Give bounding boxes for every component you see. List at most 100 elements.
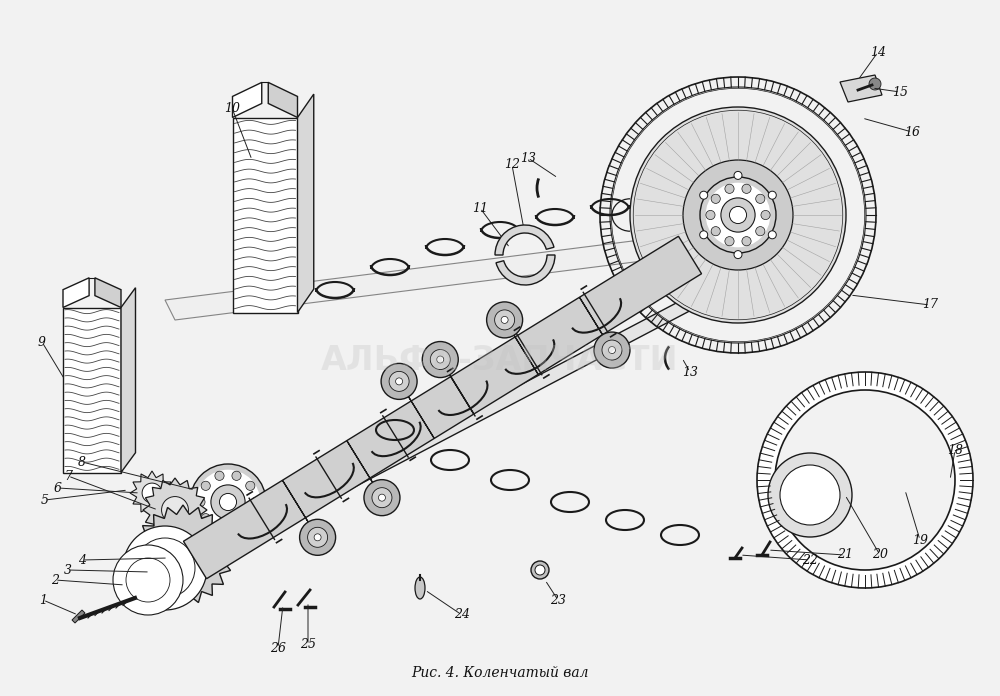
Text: 11: 11 — [472, 202, 488, 214]
Circle shape — [314, 534, 321, 541]
Text: 3: 3 — [64, 564, 72, 576]
Text: 24: 24 — [454, 608, 470, 622]
Circle shape — [706, 183, 770, 247]
Text: 23: 23 — [550, 594, 566, 606]
Circle shape — [232, 471, 241, 480]
Circle shape — [437, 356, 444, 363]
Circle shape — [768, 191, 776, 199]
Text: 20: 20 — [872, 548, 888, 562]
Circle shape — [381, 363, 417, 400]
Circle shape — [780, 465, 840, 525]
Text: 13: 13 — [682, 365, 698, 379]
Polygon shape — [232, 118, 298, 313]
Text: 6: 6 — [54, 482, 62, 494]
Circle shape — [173, 547, 176, 551]
Circle shape — [501, 317, 508, 324]
Circle shape — [178, 563, 182, 567]
Circle shape — [142, 483, 162, 503]
Polygon shape — [130, 471, 174, 515]
Polygon shape — [431, 345, 474, 414]
Circle shape — [232, 523, 241, 533]
Circle shape — [184, 563, 188, 567]
Polygon shape — [63, 278, 89, 308]
Polygon shape — [133, 505, 233, 605]
Circle shape — [756, 227, 765, 236]
Text: 22: 22 — [802, 553, 818, 567]
Polygon shape — [840, 75, 882, 102]
Circle shape — [531, 561, 549, 579]
Circle shape — [683, 160, 793, 270]
Circle shape — [169, 541, 197, 569]
Text: 4: 4 — [78, 553, 86, 567]
Polygon shape — [95, 278, 121, 308]
Circle shape — [372, 488, 392, 507]
Circle shape — [711, 194, 720, 203]
Polygon shape — [298, 94, 314, 313]
Circle shape — [700, 177, 776, 253]
Polygon shape — [495, 305, 538, 374]
Text: 5: 5 — [41, 493, 49, 507]
Text: 2: 2 — [51, 574, 59, 587]
Polygon shape — [579, 297, 621, 365]
Circle shape — [123, 526, 207, 610]
Circle shape — [721, 198, 755, 232]
Circle shape — [184, 544, 188, 547]
Ellipse shape — [415, 577, 425, 599]
Polygon shape — [72, 610, 85, 623]
Circle shape — [190, 547, 193, 551]
Text: 8: 8 — [78, 455, 86, 468]
Circle shape — [191, 553, 195, 557]
Circle shape — [711, 227, 720, 236]
Text: 19: 19 — [912, 534, 928, 546]
Polygon shape — [232, 82, 262, 118]
Text: АЛЬФА-ЗАПЧАСТИ: АЛЬФА-ЗАПЧАСТИ — [321, 344, 679, 377]
Circle shape — [729, 207, 747, 223]
Circle shape — [608, 347, 615, 354]
Circle shape — [196, 470, 260, 535]
Circle shape — [171, 553, 175, 557]
Text: 17: 17 — [922, 299, 938, 312]
Circle shape — [162, 496, 188, 523]
Text: 21: 21 — [837, 548, 853, 562]
Polygon shape — [268, 82, 298, 118]
Circle shape — [761, 210, 770, 220]
Text: Рис. 4. Коленчатый вал: Рис. 4. Коленчатый вал — [411, 666, 589, 680]
Circle shape — [196, 498, 205, 507]
Text: 10: 10 — [224, 102, 240, 115]
Circle shape — [190, 464, 266, 540]
Polygon shape — [143, 478, 207, 542]
Circle shape — [396, 378, 403, 385]
Circle shape — [308, 528, 328, 547]
Circle shape — [300, 519, 336, 555]
Text: 26: 26 — [270, 642, 286, 654]
Circle shape — [171, 543, 195, 567]
Circle shape — [211, 485, 245, 519]
Circle shape — [495, 310, 515, 330]
Circle shape — [725, 237, 734, 246]
Circle shape — [756, 194, 765, 203]
Circle shape — [219, 493, 237, 511]
Wedge shape — [495, 225, 554, 255]
Circle shape — [178, 544, 182, 547]
Circle shape — [734, 251, 742, 259]
Circle shape — [768, 231, 776, 239]
Circle shape — [594, 332, 630, 368]
Circle shape — [180, 552, 186, 558]
Circle shape — [215, 523, 224, 533]
Polygon shape — [347, 441, 391, 513]
Circle shape — [430, 349, 450, 370]
Circle shape — [215, 471, 224, 480]
Text: 25: 25 — [300, 638, 316, 651]
Polygon shape — [183, 236, 702, 579]
Circle shape — [602, 340, 622, 360]
Circle shape — [126, 558, 170, 602]
Circle shape — [166, 537, 200, 573]
Text: 7: 7 — [64, 470, 72, 482]
Text: 9: 9 — [38, 335, 46, 349]
Circle shape — [422, 342, 458, 377]
Circle shape — [364, 480, 400, 516]
Text: 16: 16 — [904, 125, 920, 139]
Text: 15: 15 — [892, 86, 908, 99]
Text: 1: 1 — [39, 594, 47, 606]
Circle shape — [630, 107, 846, 323]
